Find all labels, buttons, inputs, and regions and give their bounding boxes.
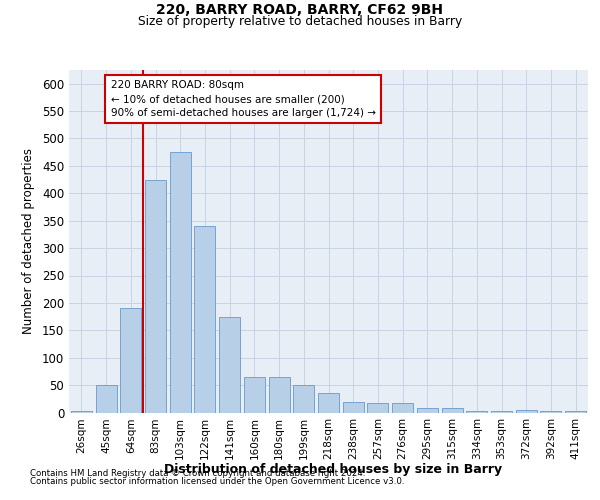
Text: Contains public sector information licensed under the Open Government Licence v3: Contains public sector information licen… bbox=[30, 477, 404, 486]
Bar bbox=[516, 410, 537, 412]
Bar bbox=[442, 408, 463, 412]
Bar bbox=[145, 180, 166, 412]
Bar bbox=[392, 403, 413, 412]
Text: 220, BARRY ROAD, BARRY, CF62 9BH: 220, BARRY ROAD, BARRY, CF62 9BH bbox=[157, 2, 443, 16]
Bar bbox=[343, 402, 364, 412]
Bar bbox=[120, 308, 141, 412]
Text: Distribution of detached houses by size in Barry: Distribution of detached houses by size … bbox=[164, 462, 502, 475]
Y-axis label: Number of detached properties: Number of detached properties bbox=[22, 148, 35, 334]
Bar bbox=[367, 403, 388, 412]
Bar bbox=[269, 377, 290, 412]
Text: 220 BARRY ROAD: 80sqm
← 10% of detached houses are smaller (200)
90% of semi-det: 220 BARRY ROAD: 80sqm ← 10% of detached … bbox=[110, 80, 376, 118]
Bar bbox=[71, 411, 92, 412]
Bar bbox=[194, 226, 215, 412]
Bar bbox=[293, 385, 314, 412]
Bar bbox=[541, 411, 562, 412]
Bar bbox=[565, 411, 586, 412]
Bar bbox=[466, 411, 487, 412]
Bar bbox=[244, 377, 265, 412]
Text: Size of property relative to detached houses in Barry: Size of property relative to detached ho… bbox=[138, 15, 462, 28]
Bar bbox=[170, 152, 191, 412]
Bar bbox=[95, 385, 116, 412]
Text: Contains HM Land Registry data © Crown copyright and database right 2024.: Contains HM Land Registry data © Crown c… bbox=[30, 468, 365, 477]
Bar bbox=[417, 408, 438, 412]
Bar bbox=[318, 394, 339, 412]
Bar bbox=[219, 316, 240, 412]
